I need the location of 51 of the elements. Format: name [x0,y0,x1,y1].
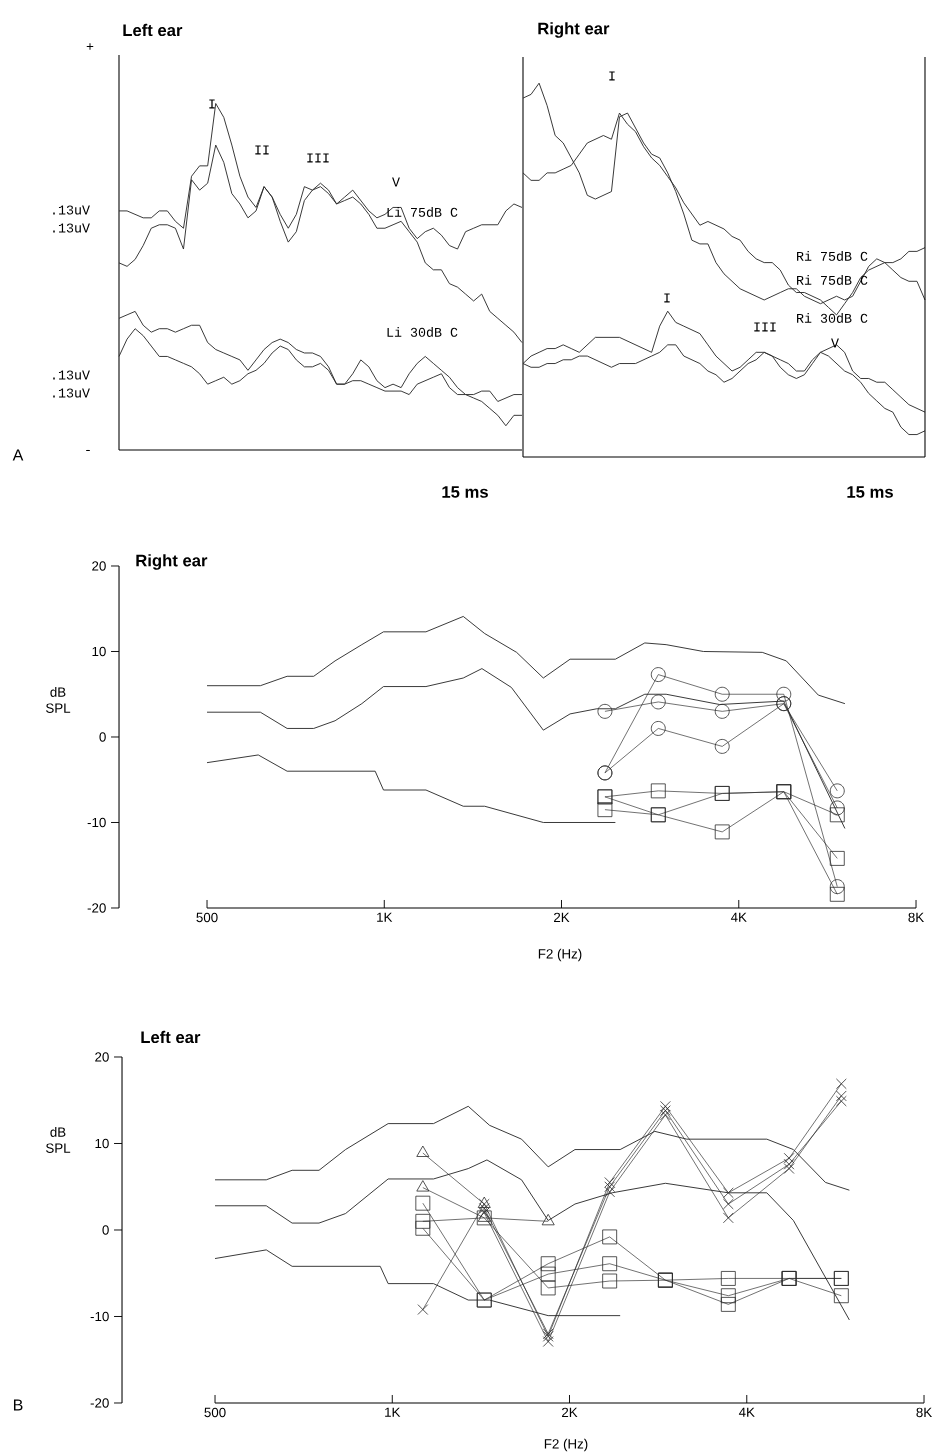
annotation: III [754,322,776,332]
x-tick-label: 8K [908,912,925,923]
text: I [609,71,615,81]
x-axis-title: F2 (Hz) [544,1438,588,1452]
annotation: II [255,145,269,155]
x-tick-label: 2K [554,912,570,923]
chart-title: Left ear [141,1030,201,1044]
y-tick-label: 0 [102,1225,109,1235]
y-tick-label: 0 [99,732,106,742]
y-axis-title: dB SPL [46,687,71,713]
chart-title: Right ear [538,22,610,38]
chart-title: Right ear [136,554,208,570]
text: - [86,449,90,451]
x-tick-label: 4K [738,1407,755,1417]
y-tick-label: 20 [95,1052,109,1062]
y-axis-title: dB SPL [46,1127,71,1153]
annotation: Ri 30dB C [797,313,868,323]
x-tick-label: 1K [377,912,393,922]
annotation: V [392,177,400,187]
y-tick-label: -20 [90,1398,109,1408]
x-axis-title: F2 (Hz) [538,948,582,962]
x-axis-title: 15 ms [847,486,893,498]
x-tick-label: 500 [204,1407,226,1418]
annotation: III [307,153,329,163]
x-tick-label: 1K [385,1407,401,1417]
annotation: Li 30dB C [387,327,458,337]
x-tick-label: 4K [730,912,747,922]
annotation: Li 75dB C [387,207,458,217]
annotation: I [664,293,670,303]
x-tick-label: 8K [916,1407,933,1418]
chart-title: Left ear [123,23,183,37]
text: .13uV [53,223,90,233]
text: .13uV [53,388,90,398]
annotation: Ri 75dB C [797,275,868,285]
annotation: I [209,99,215,109]
text: .13uV [53,370,90,380]
text: A [12,449,24,461]
y-tick-label: 10 [95,1138,109,1149]
x-tick-label: 2K [562,1407,578,1418]
y-tick-label: -10 [87,817,106,828]
annotation: V [831,338,839,348]
text: .13uV [53,205,90,215]
y-tick-label: 10 [92,646,106,657]
y-tick-label: -10 [90,1311,109,1322]
y-tick-label: 20 [92,561,106,571]
annotation: Ri 75dB C [797,251,868,261]
y-tick-label: -20 [87,903,106,913]
x-axis-title: 15 ms [442,486,488,498]
text: B [13,1399,23,1411]
text: + [86,43,94,50]
x-tick-label: 500 [196,912,218,923]
